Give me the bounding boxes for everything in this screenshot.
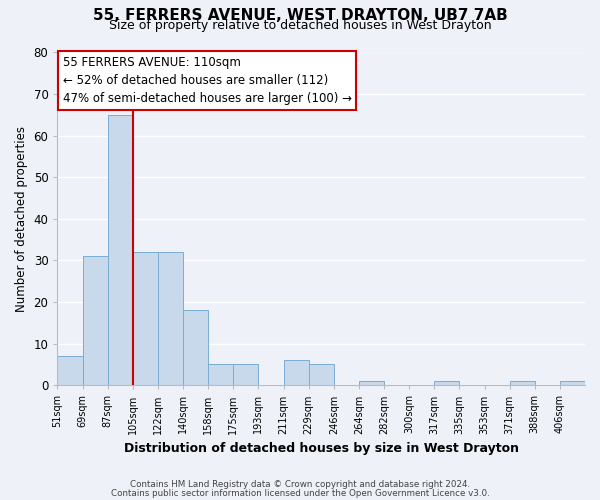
Bar xyxy=(233,364,259,386)
Bar xyxy=(284,360,308,386)
Bar xyxy=(58,356,83,386)
Bar xyxy=(83,256,108,386)
Bar xyxy=(359,381,384,386)
Bar xyxy=(308,364,334,386)
Bar xyxy=(434,381,460,386)
Bar xyxy=(158,252,183,386)
Bar xyxy=(208,364,233,386)
Bar xyxy=(509,381,535,386)
Bar xyxy=(183,310,208,386)
Y-axis label: Number of detached properties: Number of detached properties xyxy=(15,126,28,312)
Text: Size of property relative to detached houses in West Drayton: Size of property relative to detached ho… xyxy=(109,18,491,32)
Text: Contains HM Land Registry data © Crown copyright and database right 2024.: Contains HM Land Registry data © Crown c… xyxy=(130,480,470,489)
Bar xyxy=(133,252,158,386)
Text: 55, FERRERS AVENUE, WEST DRAYTON, UB7 7AB: 55, FERRERS AVENUE, WEST DRAYTON, UB7 7A… xyxy=(92,8,508,22)
X-axis label: Distribution of detached houses by size in West Drayton: Distribution of detached houses by size … xyxy=(124,442,519,455)
Bar xyxy=(560,381,585,386)
Bar xyxy=(108,115,133,386)
Text: 55 FERRERS AVENUE: 110sqm
← 52% of detached houses are smaller (112)
47% of semi: 55 FERRERS AVENUE: 110sqm ← 52% of detac… xyxy=(63,56,352,105)
Text: Contains public sector information licensed under the Open Government Licence v3: Contains public sector information licen… xyxy=(110,488,490,498)
